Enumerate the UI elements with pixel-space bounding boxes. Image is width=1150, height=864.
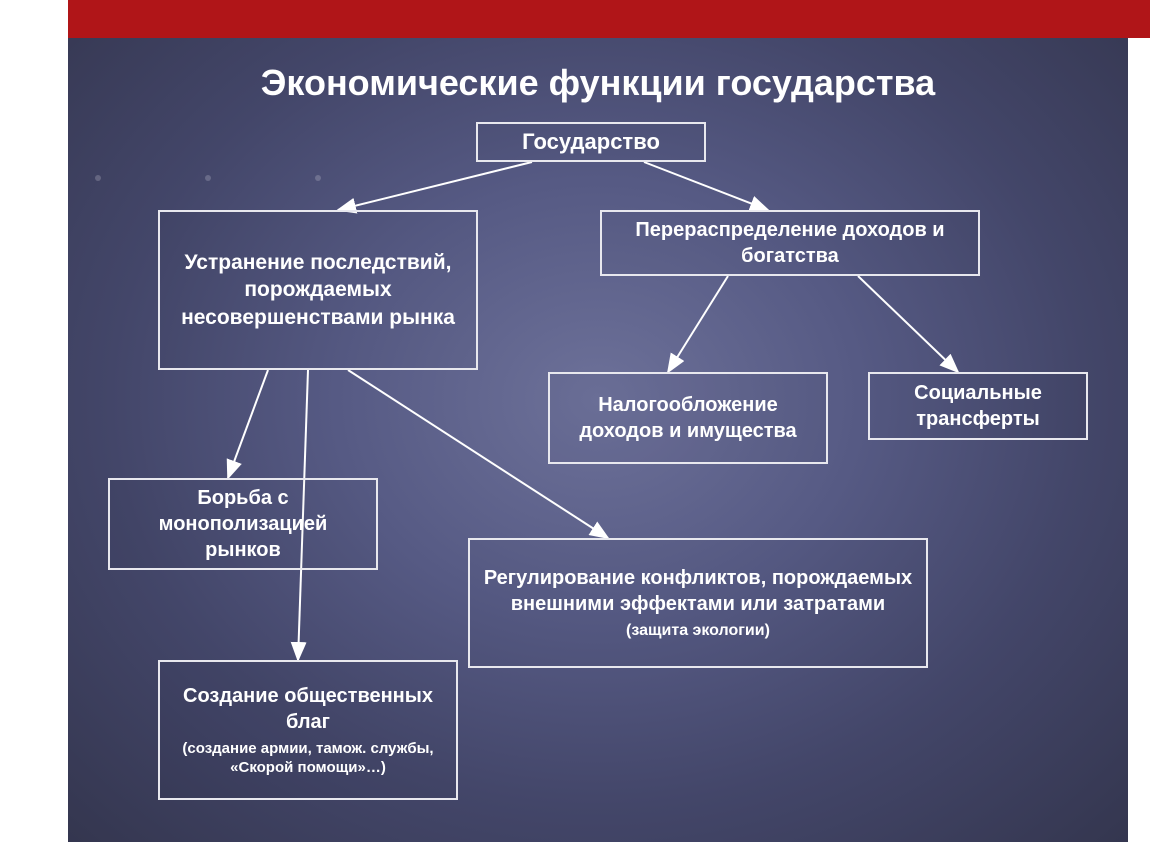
node-label: Создание общественных благ — [172, 683, 444, 735]
node-label: Регулирование конфликтов, порождаемых вн… — [482, 565, 914, 617]
diagram-node-n4: Социальные трансферты — [868, 372, 1088, 440]
diagram-node-n5: Борьба с монополизацией рынков — [108, 478, 378, 570]
diagram-node-n7: Создание общественных благ (создание арми… — [158, 660, 458, 800]
edge-n2-n3 — [668, 276, 728, 372]
edge-n1-n5 — [228, 370, 268, 478]
node-sublabel: (защита экологии) — [482, 621, 914, 642]
outer-frame: Экономические функции государства Госуда… — [0, 0, 1150, 864]
diagram-title: Экономические функции государства — [68, 62, 1128, 104]
background-dots — [68, 38, 368, 188]
diagram-node-n3: Налогообложение доходов и имущества — [548, 372, 828, 464]
diagram-node-n2: Перераспределение доходов и богатства — [600, 210, 980, 276]
diagram-node-root: Государство — [476, 122, 706, 162]
node-sublabel: (создание армии, тамож. службы, «Скорой … — [172, 739, 444, 778]
slide-canvas: Экономические функции государства Госуда… — [68, 38, 1128, 842]
edge-root-n1 — [338, 162, 532, 210]
edge-root-n2 — [644, 162, 768, 210]
diagram-node-n1: Устранение последствий, порождаемых несо… — [158, 210, 478, 370]
diagram-node-n6: Регулирование конфликтов, порождаемых вн… — [468, 538, 928, 668]
edge-n2-n4 — [858, 276, 958, 372]
red-accent-bar — [68, 0, 1150, 38]
